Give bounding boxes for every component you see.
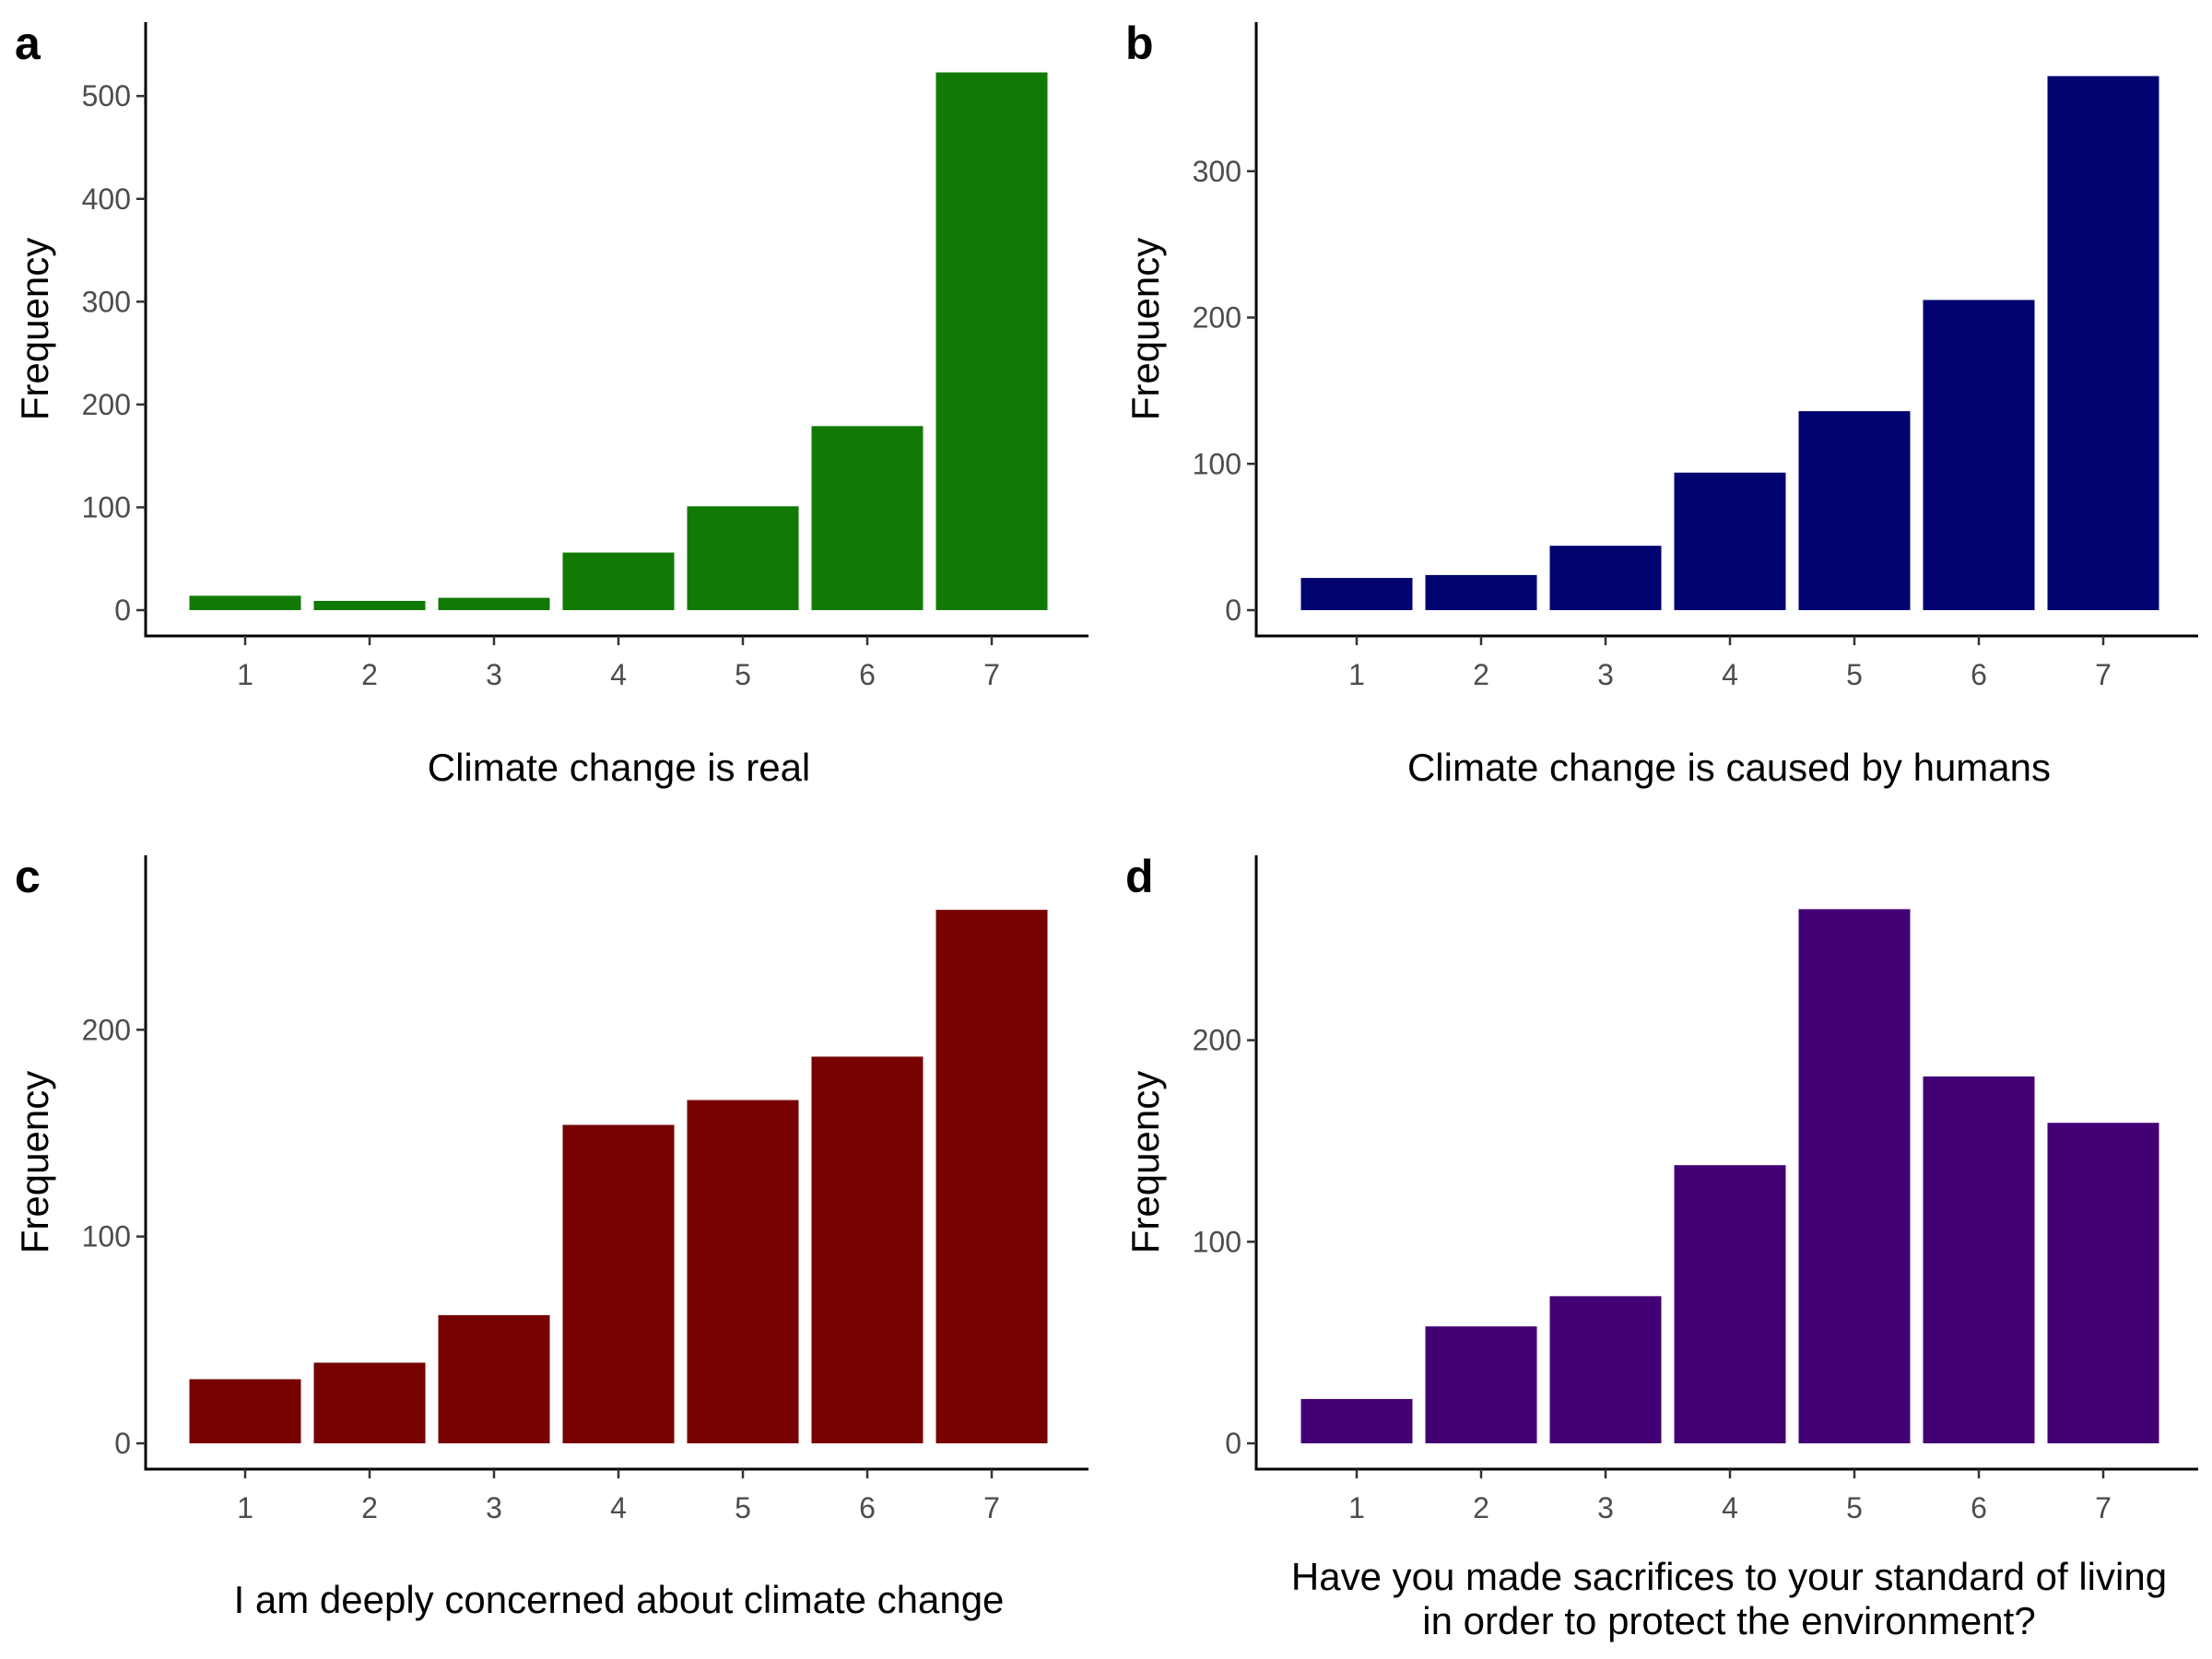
x-tick-label: 6 (859, 658, 876, 691)
bar-2 (1425, 1326, 1537, 1443)
x-tick-label: 5 (1846, 658, 1863, 691)
bar-3 (438, 597, 550, 610)
bar-7 (935, 910, 1048, 1443)
y-axis-title: Frequency (1124, 1071, 1167, 1253)
x-tick-label: 5 (735, 1491, 751, 1524)
bar-2 (313, 600, 426, 610)
y-axis-title: Frequency (13, 1071, 56, 1253)
x-tick-label: 5 (735, 658, 751, 691)
x-tick-label: 5 (1846, 1491, 1863, 1524)
x-axis-title: in order to protect the environment? (1422, 1599, 2035, 1642)
y-tick-label: 300 (1193, 155, 1241, 188)
x-tick-label: 2 (1473, 1491, 1489, 1524)
bar-5 (687, 1100, 799, 1443)
bar-5 (1798, 411, 1911, 610)
y-tick-label: 100 (1193, 1225, 1241, 1258)
y-tick-label: 0 (114, 594, 131, 627)
bar-6 (1923, 300, 2035, 610)
y-tick-label: 200 (82, 1013, 131, 1046)
bar-3 (1549, 1296, 1662, 1443)
x-tick-label: 7 (983, 658, 1000, 691)
bar-6 (811, 1056, 924, 1443)
y-axis-title: Frequency (13, 238, 56, 420)
x-tick-label: 3 (1597, 1491, 1614, 1524)
x-tick-label: 4 (1722, 658, 1738, 691)
panel-letter: c (15, 851, 41, 902)
x-tick-label: 2 (1473, 658, 1489, 691)
x-axis-title: Climate change is real (428, 746, 811, 789)
y-tick-label: 200 (1193, 301, 1241, 335)
x-tick-label: 6 (1971, 658, 1987, 691)
x-tick-label: 6 (1971, 1491, 1987, 1524)
bar-1 (1300, 1398, 1413, 1443)
panel-letter: b (1125, 18, 1154, 69)
bar-2 (1425, 574, 1537, 610)
panel-c: c 0 100 200 1 2 3 4 5 6 7 Frequency I am deeply conc… (13, 851, 1088, 1621)
bar-3 (438, 1314, 550, 1443)
bar-3 (1549, 546, 1662, 610)
x-tick-label: 4 (610, 1491, 627, 1524)
x-tick-label: 1 (237, 1491, 253, 1524)
panel-d: d 0 100 200 1 2 3 4 5 6 7 Frequency Have you made sa… (1124, 851, 2198, 1642)
x-tick-label: 7 (2095, 1491, 2112, 1524)
y-tick-label: 0 (1225, 1427, 1241, 1460)
x-tick-label: 4 (610, 658, 627, 691)
x-axis-title: Climate change is caused by humans (1407, 746, 2051, 789)
y-tick-label: 200 (1193, 1024, 1241, 1057)
x-tick-label: 1 (1348, 1491, 1365, 1524)
x-tick-label: 1 (1348, 658, 1365, 691)
bar-7 (935, 72, 1048, 611)
x-tick-label: 6 (859, 1491, 876, 1524)
x-tick-label: 1 (237, 658, 253, 691)
bar-6 (1923, 1076, 2035, 1443)
y-tick-label: 500 (82, 79, 131, 112)
x-tick-label: 3 (486, 1491, 502, 1524)
y-tick-label: 200 (82, 388, 131, 421)
panel-b: b 0 100 200 300 1 2 3 4 5 6 7 Frequency Climate chang… (1124, 18, 2198, 789)
bar-4 (562, 552, 675, 610)
x-tick-label: 2 (361, 658, 378, 691)
y-tick-label: 100 (1193, 447, 1241, 480)
x-axis-title: I am deeply concerned about climate chan… (234, 1578, 1005, 1621)
bar-4 (1674, 472, 1786, 610)
x-tick-label: 7 (2095, 658, 2112, 691)
bar-5 (1798, 909, 1911, 1443)
x-tick-label: 4 (1722, 1491, 1738, 1524)
panel-letter: d (1125, 851, 1154, 902)
bar-5 (687, 506, 799, 610)
y-tick-label: 300 (82, 285, 131, 318)
bar-1 (189, 1379, 301, 1443)
x-tick-label: 3 (1597, 658, 1614, 691)
bar-7 (2047, 1123, 2159, 1443)
y-tick-label: 100 (82, 1220, 131, 1253)
y-tick-label: 0 (114, 1427, 131, 1460)
y-axis-title: Frequency (1124, 238, 1167, 420)
y-tick-label: 400 (82, 182, 131, 216)
x-axis-title: Have you made sacrifices to your standar… (1291, 1555, 2167, 1598)
panel-letter: a (15, 18, 41, 69)
x-tick-label: 3 (486, 658, 502, 691)
panel-a: a 0 100 200 300 400 500 1 2 3 4 5 6 7 Frequency Climate… (13, 18, 1088, 789)
bar-7 (2047, 76, 2159, 611)
y-tick-label: 0 (1225, 594, 1241, 627)
bar-4 (562, 1124, 675, 1443)
bar-6 (811, 426, 924, 610)
bar-1 (189, 595, 301, 610)
x-tick-label: 7 (983, 1491, 1000, 1524)
y-tick-label: 100 (82, 490, 131, 524)
bar-2 (313, 1362, 426, 1443)
bar-1 (1300, 578, 1413, 610)
bar-4 (1674, 1165, 1786, 1443)
x-tick-label: 2 (361, 1491, 378, 1524)
